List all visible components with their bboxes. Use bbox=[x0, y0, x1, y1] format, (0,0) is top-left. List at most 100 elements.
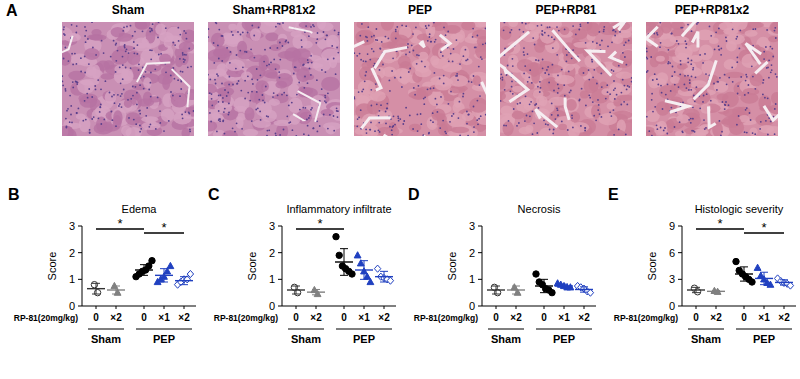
histology-image bbox=[199, 16, 347, 141]
nucleus bbox=[385, 123, 387, 125]
nucleus bbox=[754, 133, 756, 135]
nucleus bbox=[257, 107, 259, 109]
nucleus bbox=[409, 115, 411, 117]
cell-texture bbox=[449, 53, 461, 64]
nucleus bbox=[538, 60, 540, 62]
nucleus bbox=[337, 116, 339, 118]
chart-panel: CInflammatory infiltrate0123Score0×20×1×… bbox=[208, 186, 396, 345]
nucleus bbox=[684, 84, 686, 86]
nucleus bbox=[145, 71, 147, 73]
nucleus bbox=[84, 26, 86, 28]
nucleus bbox=[84, 56, 86, 58]
nucleus bbox=[246, 51, 248, 53]
nucleus bbox=[529, 103, 531, 105]
nucleus bbox=[719, 77, 721, 79]
nucleus bbox=[115, 60, 117, 62]
nucleus bbox=[710, 100, 712, 102]
cell-texture bbox=[591, 105, 601, 119]
nucleus bbox=[692, 69, 694, 71]
nucleus bbox=[91, 118, 93, 120]
nucleus bbox=[223, 111, 225, 113]
nucleus bbox=[238, 80, 240, 82]
nucleus bbox=[589, 97, 591, 99]
nucleus bbox=[193, 110, 194, 112]
cell-texture bbox=[304, 63, 324, 69]
nucleus bbox=[220, 94, 222, 96]
nucleus bbox=[657, 34, 659, 36]
cell-texture bbox=[114, 69, 134, 85]
x-tick bbox=[384, 306, 385, 309]
cell-texture bbox=[584, 78, 599, 93]
cell-texture bbox=[660, 34, 677, 47]
nucleus bbox=[678, 86, 680, 88]
nucleus bbox=[671, 75, 673, 77]
nucleus bbox=[613, 89, 615, 91]
nucleus bbox=[74, 53, 76, 55]
nucleus bbox=[401, 86, 403, 88]
nucleus bbox=[513, 108, 515, 110]
x-tick bbox=[516, 306, 517, 309]
nucleus bbox=[433, 22, 435, 24]
nucleus bbox=[262, 100, 264, 102]
nucleus bbox=[650, 56, 652, 58]
nucleus bbox=[124, 44, 126, 46]
significance-label: * bbox=[161, 220, 166, 235]
nucleus bbox=[724, 108, 726, 110]
nucleus bbox=[736, 124, 738, 126]
nucleus bbox=[760, 121, 762, 123]
nucleus bbox=[273, 59, 275, 61]
nucleus bbox=[503, 125, 505, 127]
nucleus bbox=[91, 22, 93, 23]
nucleus bbox=[289, 121, 291, 123]
nucleus bbox=[427, 40, 429, 42]
cell-texture bbox=[143, 77, 151, 89]
nucleus bbox=[603, 31, 605, 33]
x-tick-label: ×2 bbox=[110, 312, 122, 323]
nucleus bbox=[211, 98, 213, 100]
nucleus bbox=[395, 29, 397, 31]
nucleus bbox=[600, 73, 602, 75]
nucleus bbox=[671, 107, 673, 109]
nucleus bbox=[89, 132, 91, 134]
nucleus bbox=[99, 111, 101, 113]
nucleus bbox=[178, 40, 180, 42]
nucleus bbox=[692, 67, 694, 69]
nucleus bbox=[396, 26, 398, 28]
nucleus bbox=[720, 48, 722, 50]
nucleus bbox=[371, 48, 373, 50]
nucleus bbox=[414, 94, 416, 96]
nucleus bbox=[444, 131, 446, 133]
interstitial-space bbox=[137, 63, 170, 83]
image-background bbox=[354, 22, 486, 136]
nucleus bbox=[181, 114, 183, 116]
cell-texture bbox=[500, 77, 506, 90]
nucleus bbox=[449, 121, 451, 123]
nucleus bbox=[745, 80, 747, 82]
y-tick-label: 2 bbox=[469, 247, 475, 259]
cell-texture bbox=[771, 92, 778, 105]
x-tick bbox=[316, 306, 317, 309]
nucleus bbox=[696, 23, 698, 25]
cell-texture bbox=[500, 106, 513, 116]
nucleus bbox=[244, 80, 246, 82]
nucleus bbox=[558, 87, 560, 89]
nucleus bbox=[752, 45, 754, 47]
y-tick-label: 2 bbox=[269, 247, 275, 259]
nucleus bbox=[216, 131, 218, 133]
interstitial-space bbox=[420, 41, 425, 48]
cell-texture bbox=[470, 129, 478, 136]
nucleus bbox=[525, 23, 527, 25]
nucleus bbox=[386, 103, 388, 105]
nucleus bbox=[157, 97, 159, 99]
cell-texture bbox=[435, 81, 452, 91]
cell-texture bbox=[321, 109, 334, 116]
nucleus bbox=[553, 90, 555, 92]
cell-texture bbox=[419, 22, 433, 29]
nucleus bbox=[724, 74, 726, 76]
nucleus bbox=[85, 119, 87, 121]
cell-texture bbox=[138, 99, 155, 107]
nucleus bbox=[180, 71, 182, 73]
nucleus bbox=[583, 72, 585, 74]
nucleus bbox=[459, 135, 461, 136]
nucleus bbox=[327, 92, 329, 94]
